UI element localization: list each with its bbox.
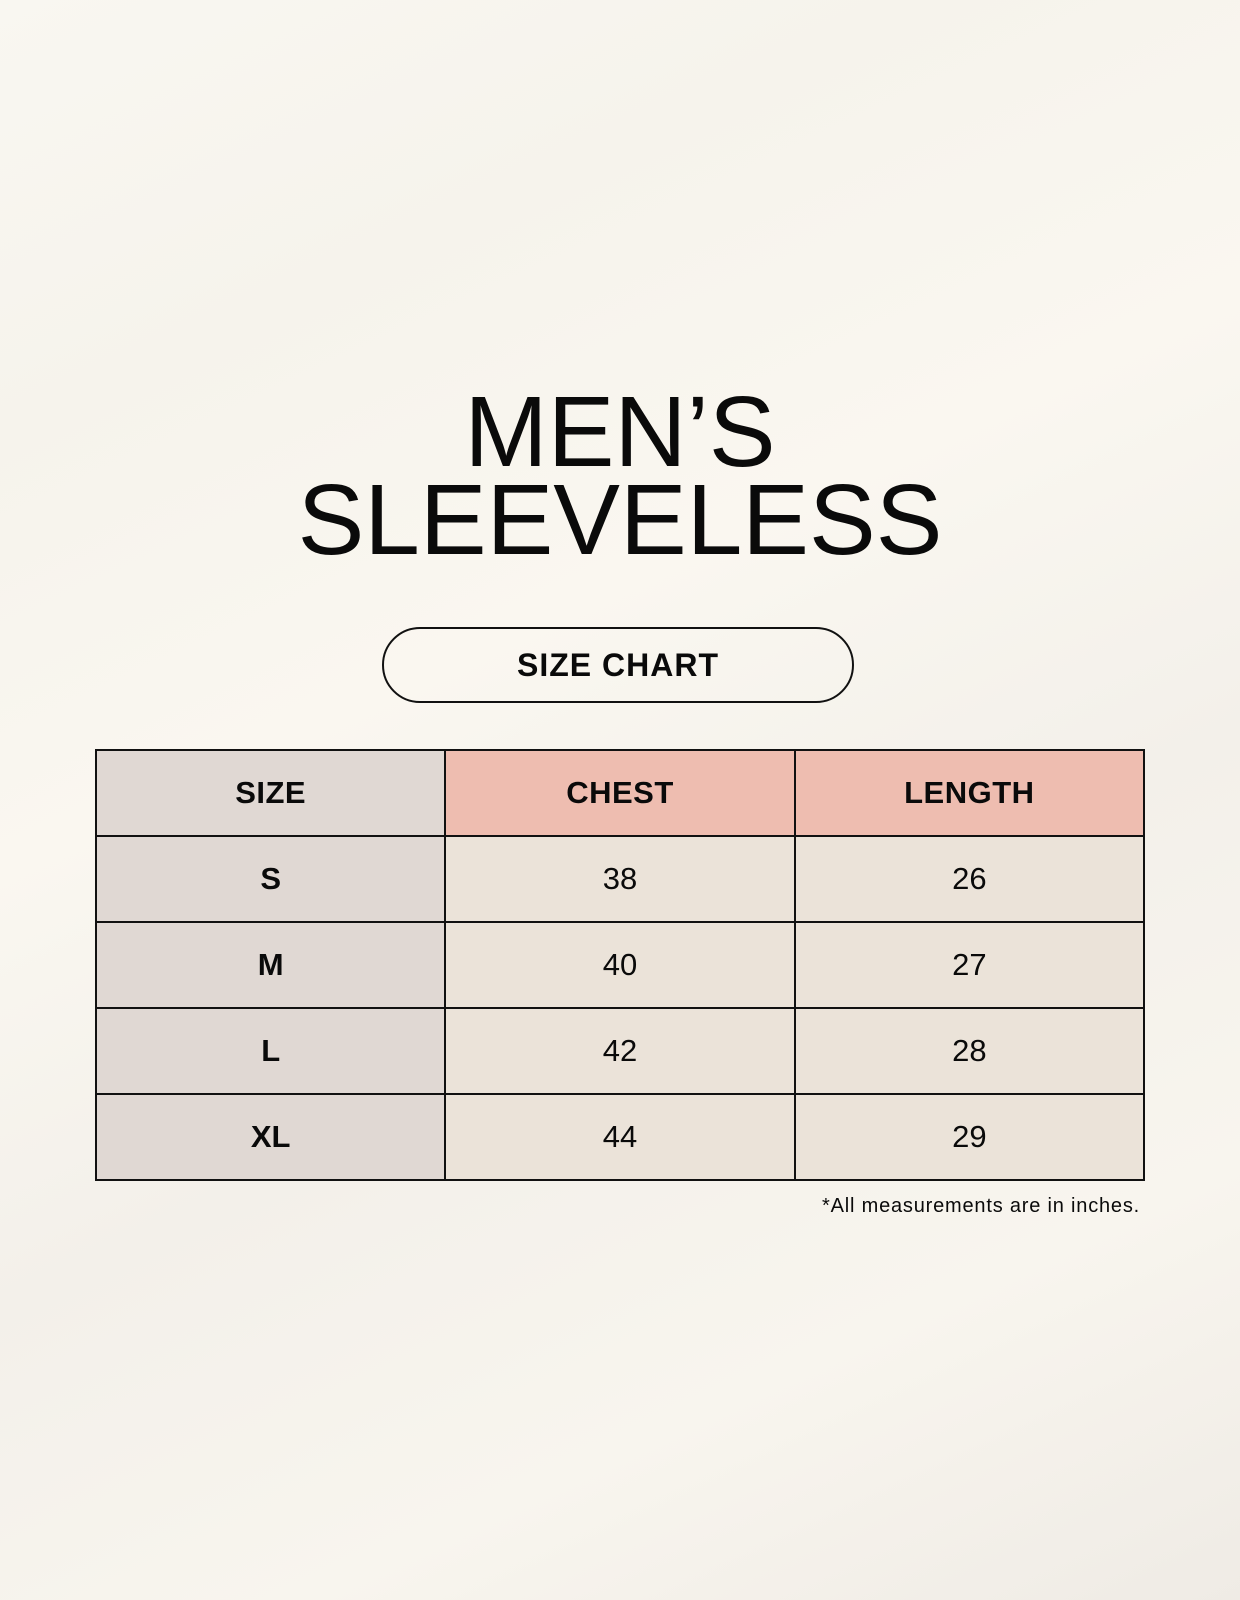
size-table: SIZE CHEST LENGTH S 38 26 M 40 27 L 42 2…: [94, 749, 1146, 1181]
measurement-note: *All measurements are in inches.: [822, 1195, 1140, 1217]
page-title: MEN’S SLEEVELESS: [0, 376, 1240, 576]
size-chart-badge: SIZE CHART: [382, 627, 854, 703]
header-size: SIZE: [94, 749, 447, 837]
title-line-1: MEN’S: [464, 376, 776, 488]
table-header-row: SIZE CHEST LENGTH: [94, 749, 1146, 837]
table-row: XL 44 29: [94, 1093, 1146, 1181]
chest-cell: 42: [444, 1007, 796, 1095]
table-row: M 40 27: [94, 921, 1146, 1009]
chest-cell: 44: [444, 1093, 796, 1181]
size-cell: M: [94, 921, 447, 1009]
title-line-2: SLEEVELESS: [297, 464, 943, 576]
chest-cell: 40: [444, 921, 796, 1009]
length-cell: 28: [793, 1007, 1146, 1095]
length-cell: 27: [793, 921, 1146, 1009]
table-row: S 38 26: [94, 835, 1146, 923]
size-cell: XL: [94, 1093, 447, 1181]
header-chest: CHEST: [444, 749, 796, 837]
length-cell: 29: [793, 1093, 1146, 1181]
size-cell: S: [94, 835, 447, 923]
chest-cell: 38: [444, 835, 796, 923]
length-cell: 26: [793, 835, 1146, 923]
table-row: L 42 28: [94, 1007, 1146, 1095]
size-cell: L: [94, 1007, 447, 1095]
header-length: LENGTH: [793, 749, 1146, 837]
